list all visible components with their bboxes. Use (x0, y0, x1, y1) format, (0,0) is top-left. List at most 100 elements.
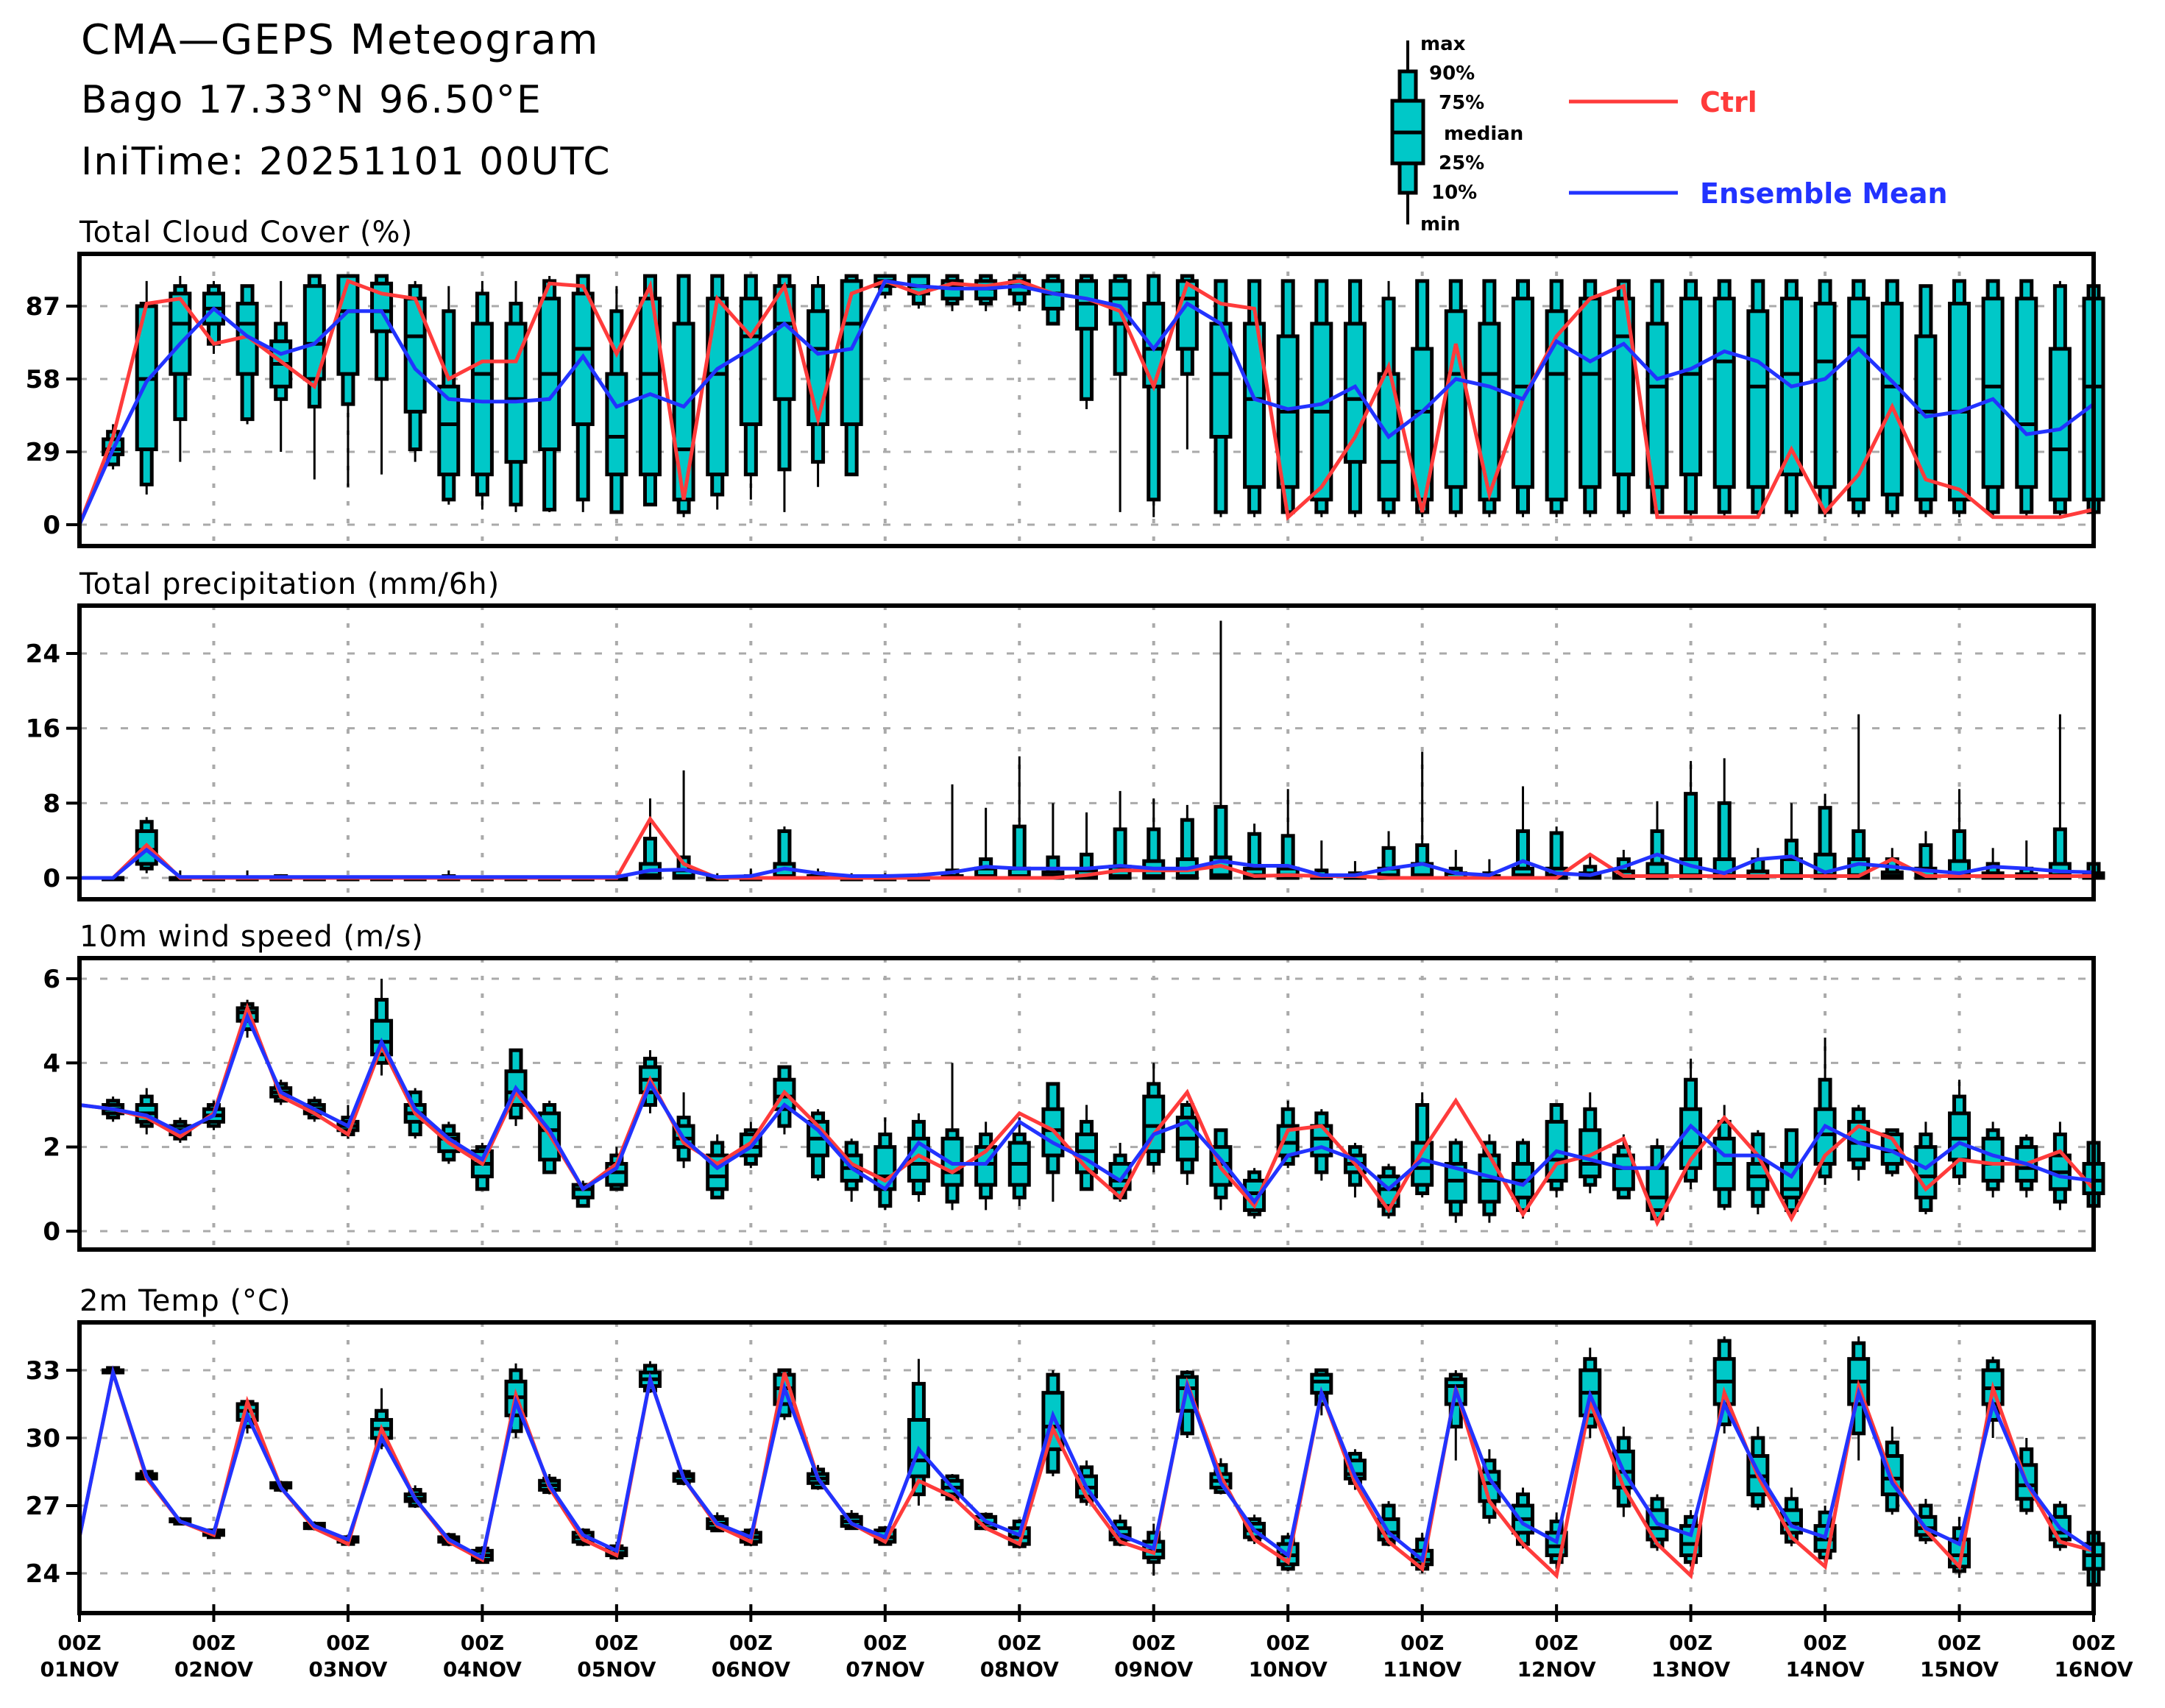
inner-box (470, 322, 494, 477)
box-whisker (1679, 761, 1703, 880)
box-whisker (1948, 1080, 1971, 1186)
inner-box (807, 309, 830, 426)
x-tick-hour-label: 00Z (461, 1631, 504, 1655)
box-whisker (1813, 279, 1837, 517)
x-tick-hour-label: 00Z (1400, 1631, 1444, 1655)
inner-box (302, 284, 326, 381)
box-whisker (1746, 1130, 1770, 1215)
box-whisker (1512, 786, 1535, 880)
box-whisker (2048, 280, 2072, 517)
inner-box (773, 284, 796, 401)
y-tick-label: 16 (26, 715, 60, 744)
box-whisker (1712, 1105, 1736, 1211)
y-tick-label: 2 (43, 1133, 60, 1163)
box-whisker (1411, 1092, 1434, 1198)
panel-frame (77, 252, 2096, 548)
legend-label-p10: 10% (1431, 182, 1477, 204)
box-whisker (2015, 840, 2038, 880)
x-tick-hour-label: 00Z (1803, 1631, 1846, 1655)
inner-box (1847, 297, 1871, 502)
box-whisker (1444, 279, 1467, 517)
inner-box (1343, 322, 1367, 464)
x-tick-hour-label: 00Z (595, 1631, 638, 1655)
y-tick-label: 0 (43, 1217, 60, 1247)
box-whisker (2048, 714, 2072, 880)
inner-box (1981, 1136, 2005, 1183)
panel-2: 10m wind speed (m/s) 0 2 4 6 (43, 920, 2105, 1252)
legend-label-p75: 75% (1439, 92, 1484, 114)
box-whisker (1813, 793, 1837, 880)
box-whisker (336, 274, 360, 487)
box-whisker (571, 274, 595, 512)
legend-outer-box-bottom (1397, 161, 1418, 195)
inner-box (1310, 1372, 1333, 1395)
x-tick-date-label: 14NOV (1786, 1657, 1865, 1682)
box-whisker (1914, 284, 1938, 517)
box-whisker (1746, 279, 1770, 517)
box-whisker (1310, 279, 1333, 517)
box-whisker (1578, 1092, 1602, 1194)
inner-box (1948, 302, 1971, 502)
y-tick-label: 24 (26, 1559, 60, 1589)
x-tick-date-label: 11NOV (1383, 1657, 1461, 1682)
inner-box (1444, 309, 1467, 489)
y-tick-label: 33 (26, 1356, 60, 1386)
box-whisker (1981, 848, 2005, 880)
box-whisker (638, 274, 662, 507)
x-tick-date-label: 04NOV (443, 1657, 522, 1682)
box-whisker (1142, 274, 1166, 517)
x-tick-date-label: 08NOV (980, 1657, 1059, 1682)
x-tick-date-label: 07NOV (846, 1657, 924, 1682)
x-tick-hour-label: 00Z (57, 1631, 101, 1655)
box-whisker (1075, 1105, 1098, 1191)
panel-3: 2m Temp (°C) 24 27 30 33 (26, 1284, 2105, 1615)
box-whisker (1880, 279, 1904, 517)
box-whisker (1276, 279, 1300, 517)
y-tick-label: 4 (43, 1049, 60, 1078)
x-tick-hour-label: 00Z (2072, 1631, 2115, 1655)
box-whisker (1981, 279, 2005, 517)
x-tick-date-label: 05NOV (577, 1657, 656, 1682)
inner-box (672, 322, 695, 502)
x-tick-hour-label: 00Z (1266, 1631, 1310, 1655)
box-whisker (1142, 798, 1166, 880)
legend-label-p25: 25% (1439, 152, 1484, 174)
ensemble-mean-line (77, 1365, 2095, 1564)
inner-box (1512, 297, 1535, 489)
panel-0: Total Cloud Cover (%) 0 29 58 87 (26, 216, 2105, 548)
x-tick-date-label: 13NOV (1651, 1657, 1730, 1682)
y-tick-label: 58 (26, 365, 60, 394)
y-tick-label: 30 (26, 1424, 60, 1453)
box-whisker (974, 1121, 998, 1211)
box-whisker (403, 280, 427, 462)
ensemble-mean-line (79, 847, 2094, 880)
box-whisker (538, 276, 561, 512)
box-whisker (1847, 714, 1871, 880)
box-whisker (1880, 1426, 1904, 1515)
box-whisker (1578, 279, 1602, 517)
box-whisker (1779, 803, 1803, 880)
box-whisker (940, 784, 964, 880)
ensemble-mean-line (77, 279, 2095, 526)
panel-title: 10m wind speed (m/s) (79, 920, 424, 954)
inner-box (1914, 334, 1938, 502)
box-whisker (1007, 1117, 1031, 1206)
inner-box (1612, 297, 1635, 477)
box-whisker (1948, 279, 1971, 517)
x-tick-hour-label: 00Z (998, 1631, 1041, 1655)
box-whisker (2015, 279, 2038, 517)
legend-mean-label: Ensemble Mean (1700, 177, 1948, 210)
legend-label-max: max (1420, 33, 1466, 55)
box-whisker (1645, 801, 1669, 880)
box-whisker (370, 274, 394, 475)
y-tick-label: 27 (26, 1492, 60, 1521)
box-whisker (1612, 279, 1635, 517)
inner-box (1948, 1111, 1971, 1162)
box-whisker (1075, 274, 1098, 409)
x-tick-hour-label: 00Z (326, 1631, 369, 1655)
box-whisker (2015, 1438, 2038, 1515)
box-whisker (1041, 803, 1065, 880)
box-whisker (2048, 1121, 2072, 1211)
init-time-label: IniTime: 20251101 00UTC (81, 140, 612, 184)
box-whisker (1645, 1138, 1669, 1223)
